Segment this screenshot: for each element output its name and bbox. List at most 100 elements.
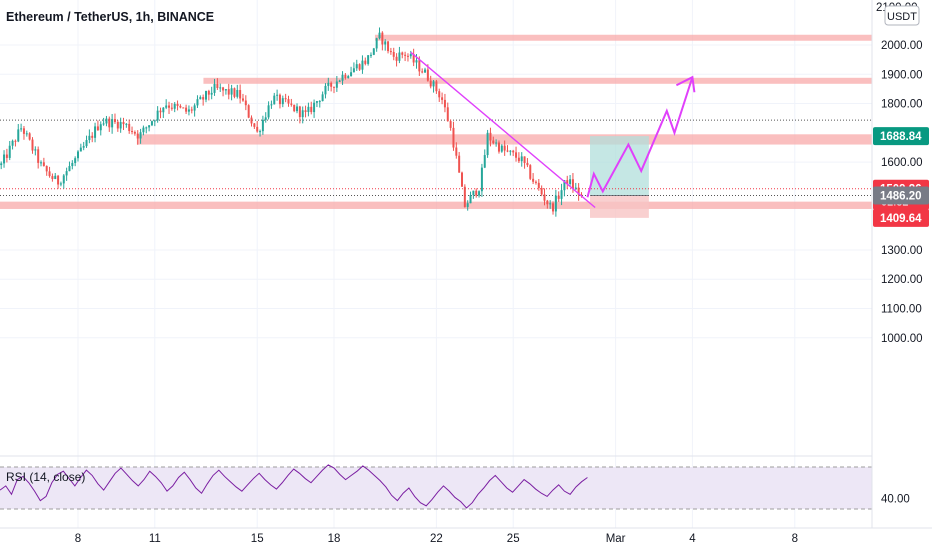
candle-body	[148, 125, 151, 128]
candle-body	[404, 54, 407, 56]
candle-body	[347, 76, 350, 78]
candle-body	[401, 52, 404, 55]
candle-body	[566, 180, 569, 184]
candle-body	[500, 145, 503, 152]
candle-body	[463, 186, 466, 207]
price-label: 1409.64	[873, 208, 929, 227]
candle-body	[526, 162, 529, 166]
candle-body	[54, 175, 57, 179]
resistance-zone[interactable]	[374, 34, 872, 41]
candle-body	[85, 140, 88, 147]
candle-body	[222, 87, 225, 91]
candle-body	[395, 56, 398, 61]
candle-body	[563, 180, 566, 191]
candle-body	[577, 187, 580, 195]
price-label: 1486.20	[873, 186, 929, 205]
price-label-text: 1486.20	[880, 190, 922, 202]
candle-body	[77, 151, 79, 159]
resistance-zone[interactable]	[203, 77, 872, 84]
candle-body	[480, 167, 483, 192]
candle-body	[207, 90, 210, 95]
candle-body	[298, 106, 301, 118]
drawings[interactable]	[410, 51, 696, 209]
candle-body	[182, 107, 185, 109]
candle-body	[398, 52, 401, 61]
candle-body	[173, 103, 176, 109]
candle-body	[176, 103, 179, 106]
candle-body	[432, 81, 435, 87]
candle-body	[0, 163, 3, 166]
candle-body	[412, 54, 415, 63]
candle-body	[324, 85, 327, 95]
candle-body	[131, 130, 134, 133]
candle-body	[296, 106, 299, 112]
candle-body	[74, 158, 77, 164]
resistance-zone[interactable]	[136, 134, 872, 145]
candle-body	[162, 107, 165, 113]
time-tick-label: 8	[75, 533, 81, 545]
position-tool[interactable]	[590, 136, 649, 218]
candle-body	[34, 149, 37, 151]
candle-body	[509, 150, 512, 152]
profit-zone[interactable]	[590, 136, 649, 196]
candle-body	[224, 89, 227, 91]
candle-body	[199, 97, 202, 100]
price-tick-label: 1800.00	[881, 99, 923, 111]
candle-body	[335, 81, 338, 88]
candle-body	[458, 155, 461, 173]
resistance-zone[interactable]	[0, 201, 872, 209]
candle-body	[159, 110, 162, 113]
trendline[interactable]	[410, 51, 596, 209]
candle-body	[259, 131, 262, 133]
candle-body	[429, 80, 432, 87]
candle-body	[449, 121, 452, 128]
candle-body	[560, 190, 563, 199]
candle-body	[219, 87, 222, 89]
candle-body	[241, 98, 244, 101]
candle-body	[557, 195, 560, 199]
time-axis[interactable]: 8 11 15 18 22 25 Mar 4 8	[0, 527, 932, 545]
candle-body	[369, 54, 372, 56]
candle-body	[529, 165, 532, 179]
candle-body	[341, 74, 344, 81]
candle-body	[270, 104, 273, 106]
candle-body	[497, 142, 500, 152]
projection-path[interactable]	[586, 76, 694, 198]
candle-body	[426, 69, 429, 81]
candle-body	[537, 182, 540, 189]
candle-body	[142, 127, 145, 133]
currency-badge[interactable]: USDT	[884, 5, 920, 26]
candle-body	[22, 128, 25, 134]
candle-body	[441, 97, 444, 100]
loss-zone[interactable]	[590, 195, 649, 218]
candle-body	[230, 88, 233, 95]
candle-body	[571, 179, 574, 189]
resistance-zones[interactable]	[0, 34, 872, 209]
candle-body	[344, 74, 347, 78]
price-tick-label: 1900.00	[881, 69, 923, 81]
candle-body	[304, 110, 307, 113]
candle-body	[119, 122, 122, 129]
candle-body	[384, 41, 387, 45]
candle-body	[443, 99, 446, 108]
candle-body	[236, 90, 239, 97]
candle-body	[313, 102, 316, 113]
candle-body	[233, 88, 236, 97]
price-tick-label: 1000.00	[881, 333, 923, 345]
candle-body	[552, 203, 555, 212]
candle-body	[361, 60, 364, 70]
candle-body	[387, 41, 390, 52]
candle-body	[290, 103, 293, 105]
candle-body	[489, 132, 492, 141]
candle-body	[281, 98, 284, 105]
candle-body	[276, 94, 279, 96]
candle-body	[574, 187, 577, 189]
rsi-pane[interactable]: RSI (14, close) 40.00	[0, 455, 910, 510]
candle-body	[554, 195, 557, 212]
candle-body	[466, 203, 469, 207]
candle-body	[125, 123, 128, 125]
price-axis[interactable]: 2000.00 1900.00 1800.00 1600.00 1300.00 1200.…	[871, 0, 923, 528]
candle-body	[94, 126, 97, 138]
